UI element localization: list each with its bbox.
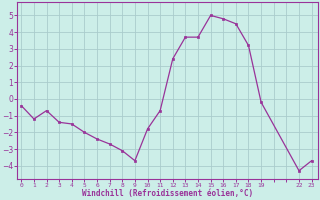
X-axis label: Windchill (Refroidissement éolien,°C): Windchill (Refroidissement éolien,°C) — [82, 189, 253, 198]
